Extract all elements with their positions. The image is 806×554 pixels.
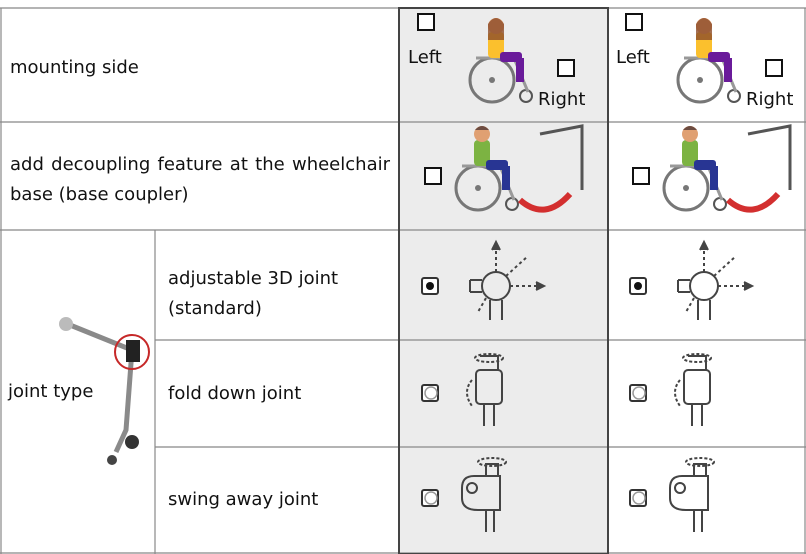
option-label: adjustable 3D joint (standard) xyxy=(168,268,339,319)
checkbox[interactable] xyxy=(632,167,650,185)
joint-icon xyxy=(669,457,715,533)
row-label: mounting side xyxy=(10,57,139,78)
arrow-icon xyxy=(518,191,781,213)
row-label: add decoupling feature at the wheelchair… xyxy=(10,154,390,205)
radio-button[interactable] xyxy=(421,489,439,507)
joint-icon xyxy=(677,241,753,321)
checkbox[interactable] xyxy=(625,13,643,31)
radio-button[interactable] xyxy=(629,384,647,402)
radio-button[interactable] xyxy=(421,277,439,295)
option-label: Left xyxy=(616,47,650,68)
option-label: fold down joint xyxy=(168,383,302,404)
arm-photo xyxy=(59,317,150,465)
option-label: Right xyxy=(538,89,586,110)
checkbox[interactable] xyxy=(765,59,783,77)
column-border xyxy=(398,7,609,554)
checkbox[interactable] xyxy=(424,167,442,185)
wheelchair-icon xyxy=(662,124,728,212)
arm-icon xyxy=(539,124,792,190)
option-label: Left xyxy=(408,47,442,68)
radio-button[interactable] xyxy=(421,384,439,402)
radio-button[interactable] xyxy=(629,277,647,295)
wheelchair-icon xyxy=(676,16,742,104)
option-label: Right xyxy=(746,89,794,110)
joint-icon xyxy=(674,353,712,427)
checkbox[interactable] xyxy=(557,59,575,77)
checkbox[interactable] xyxy=(417,13,435,31)
row-label: joint type xyxy=(8,381,94,402)
radio-button[interactable] xyxy=(629,489,647,507)
option-label: swing away joint xyxy=(168,489,319,510)
